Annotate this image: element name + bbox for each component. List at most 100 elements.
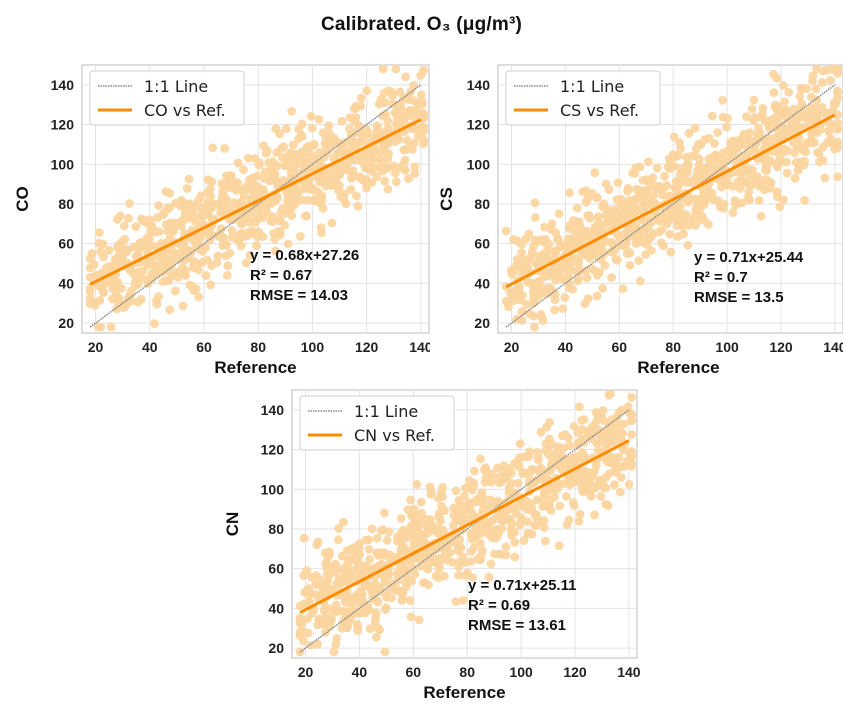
- scatter-point: [134, 249, 144, 259]
- scatter-point: [718, 112, 728, 122]
- scatter-point: [820, 173, 830, 183]
- scatter-point: [353, 201, 363, 211]
- scatter-point: [359, 159, 368, 168]
- x-tick-label: 120: [769, 339, 793, 355]
- scatter-point: [334, 524, 344, 533]
- scatter-point: [456, 509, 465, 519]
- scatter-point: [530, 198, 540, 208]
- scatter-point: [284, 205, 294, 215]
- scatter-point: [396, 538, 406, 548]
- scatter-point: [598, 406, 608, 415]
- scatter-point: [583, 211, 593, 220]
- scatter-point: [219, 191, 229, 201]
- scatter-point: [283, 239, 293, 249]
- scatter-point: [281, 124, 291, 134]
- scatter-point: [627, 430, 636, 440]
- scatter-point: [517, 513, 526, 523]
- scatter-point: [313, 639, 323, 649]
- scatter-point: [356, 570, 366, 580]
- scatter-point: [625, 248, 635, 258]
- scatter-point: [201, 271, 211, 280]
- legend-label-fit: CS vs Ref.: [560, 101, 639, 120]
- scatter-point: [507, 519, 517, 528]
- scatter-point: [592, 291, 602, 301]
- scatter-point: [212, 258, 222, 268]
- identity-line: [299, 409, 630, 653]
- scatter-point: [279, 176, 289, 185]
- scatter-point: [205, 184, 215, 193]
- scatter-point: [814, 148, 824, 158]
- scatter-point: [401, 544, 410, 554]
- scatter-point: [184, 174, 194, 184]
- scatter-point: [178, 263, 187, 273]
- annotation-line: RMSE = 13.61: [468, 617, 566, 634]
- scatter-point: [510, 502, 519, 512]
- y-tick-label: 40: [268, 600, 284, 616]
- scatter-point: [550, 492, 559, 502]
- scatter-point: [295, 616, 305, 626]
- scatter-point: [468, 573, 477, 582]
- x-tick-label: 120: [355, 339, 379, 355]
- annotation-line: R² = 0.7: [694, 269, 748, 286]
- scatter-point: [399, 560, 409, 570]
- scatter-point: [654, 227, 664, 237]
- scatter-point: [742, 112, 751, 121]
- scatter-point: [391, 586, 401, 596]
- scatter-point: [99, 288, 109, 297]
- scatter-point: [379, 508, 389, 518]
- scatter-point: [299, 164, 309, 174]
- scatter-point: [470, 530, 480, 539]
- scatter-point: [590, 483, 600, 493]
- scatter-point: [334, 574, 344, 583]
- scatter-point: [790, 174, 800, 183]
- scatter-point: [259, 174, 269, 183]
- scatter-point: [434, 573, 444, 583]
- scatter-point: [565, 259, 574, 269]
- scatter-point: [541, 235, 551, 244]
- scatter-point: [534, 455, 543, 465]
- scatter-point: [321, 181, 331, 191]
- y-tick-label: 100: [51, 156, 75, 172]
- scatter-point: [370, 154, 379, 163]
- annotation-line: RMSE = 13.5: [694, 289, 784, 306]
- scatter-point: [337, 116, 347, 126]
- scatter-point: [216, 232, 226, 242]
- scatter-point: [85, 287, 95, 297]
- scatter-point: [747, 104, 757, 114]
- scatter-point: [510, 538, 520, 547]
- scatter-point: [361, 536, 370, 545]
- y-tick-label: 20: [268, 640, 284, 656]
- scatter-point: [519, 536, 529, 546]
- scatter-point: [307, 123, 317, 133]
- scatter-point: [181, 271, 191, 280]
- scatter-point: [145, 215, 155, 225]
- x-tick-label: 80: [459, 664, 475, 680]
- scatter-point: [279, 142, 289, 152]
- scatter-point: [630, 208, 640, 217]
- scatter-point: [117, 237, 126, 247]
- scatter-point: [180, 200, 190, 210]
- scatter-point: [486, 518, 495, 527]
- scatter-point: [271, 246, 280, 256]
- scatter-point: [484, 572, 494, 582]
- annotation-line: R² = 0.67: [250, 267, 312, 284]
- scatter-point: [704, 133, 714, 143]
- scatter-point: [606, 389, 615, 399]
- scatter-point: [764, 157, 774, 167]
- scatter-point: [409, 81, 418, 90]
- scatter-point: [355, 151, 365, 160]
- scatter-point: [187, 212, 197, 221]
- chart-co: 20 40 60 80 100 120 140 20 40 60 80 100 120 140 Refere…: [13, 64, 433, 377]
- scatter-point: [144, 257, 153, 266]
- scatter-point: [337, 606, 347, 616]
- scatter-point: [775, 129, 784, 138]
- scatter-point: [614, 407, 624, 417]
- scatter-point: [829, 101, 839, 111]
- y-tick-label: 100: [467, 156, 491, 172]
- scatter-point: [299, 533, 309, 543]
- scatter-point: [348, 166, 358, 176]
- scatter-point: [417, 100, 427, 109]
- scatter-point: [440, 552, 449, 562]
- scatter-point: [117, 284, 126, 293]
- scatter-point: [422, 514, 432, 524]
